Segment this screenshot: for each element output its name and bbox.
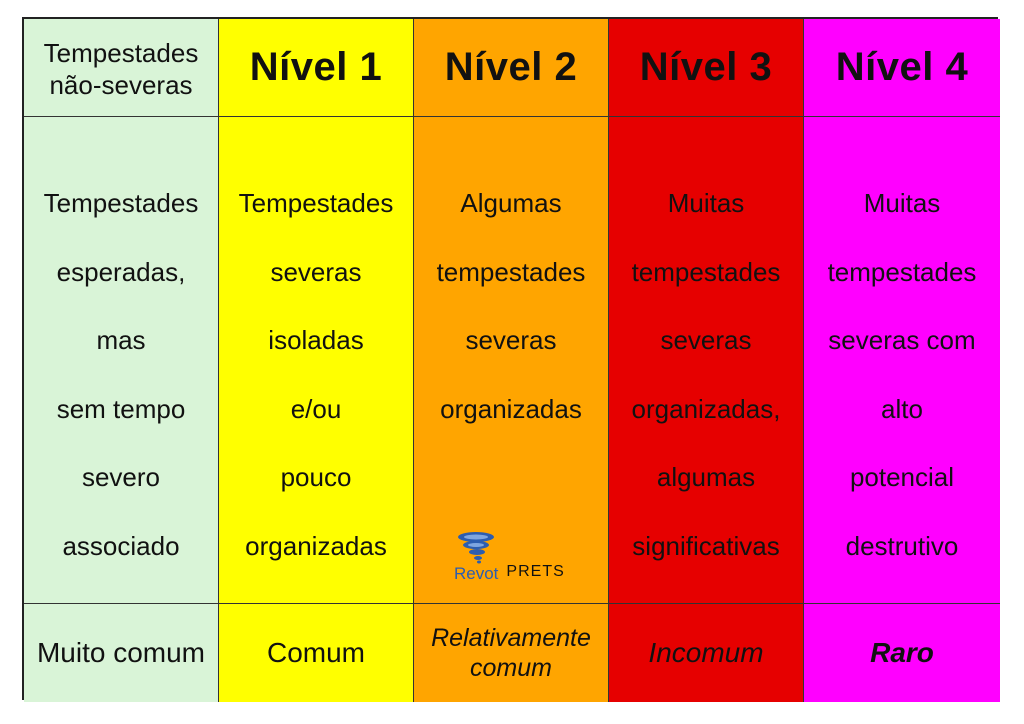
description-line: severas: [270, 256, 362, 287]
frequency-level-4: Raro: [804, 604, 1000, 702]
revot-logo-text: Revot: [454, 564, 499, 583]
header-level-4: Nível 4: [804, 19, 1000, 117]
header-level-3: Nível 3: [609, 19, 804, 117]
description-line: tempestades: [436, 256, 586, 287]
description-level-4: Muitas tempestades severas com alto pote…: [804, 117, 1000, 604]
frequency-level-1: Comum: [219, 604, 414, 702]
description-line: organizadas: [245, 530, 387, 561]
revot-logo: Revot: [454, 531, 498, 583]
description-line: algumas: [656, 462, 756, 492]
description-line: Muitas: [863, 188, 941, 218]
description-line: significativas: [632, 530, 780, 561]
header-level-1: Nível 1: [219, 19, 414, 117]
description-level-3: Muitas tempestades severas organizadas, …: [609, 117, 804, 604]
header-level-2: Nível 2: [414, 19, 609, 117]
prets-logo-text: PRETS: [506, 563, 565, 580]
description-line: severas com: [828, 325, 976, 355]
description-line: Tempestades: [43, 188, 199, 218]
description-line: mas: [96, 325, 146, 355]
header-non-severe: Tempestades não-severas: [24, 19, 219, 117]
frequency-level-2-line-2: comum: [470, 654, 552, 682]
description-line: associado: [62, 530, 180, 561]
logos: Revot PRETS: [454, 531, 565, 583]
description-line: severas: [465, 325, 557, 355]
description-level-1: Tempestades severas isoladas e/ou pouco …: [219, 117, 414, 604]
storm-levels-table: Tempestades não-severas Nível 1 Nível 2 …: [22, 17, 1000, 702]
description-line: Muitas: [667, 188, 745, 218]
frequency-level-2-line-1: Relativamente: [431, 624, 591, 652]
description-line: Algumas: [460, 188, 562, 218]
frequency-level-2: Relativamente comum: [414, 604, 609, 702]
description-line: e/ou: [290, 393, 342, 424]
description-line: destrutivo: [845, 530, 959, 561]
description-line: potencial: [849, 462, 955, 492]
description-non-severe: Tempestades esperadas, mas sem tempo sev…: [24, 117, 219, 604]
frequency-level-3: Incomum: [609, 604, 804, 702]
description-line: tempestades: [631, 256, 781, 287]
frequency-non-severe: Muito comum: [24, 604, 219, 702]
description-line: isoladas: [268, 325, 364, 355]
description-line: organizadas: [440, 393, 582, 424]
description-line: organizadas,: [631, 393, 781, 424]
description-line: severas: [660, 325, 752, 355]
description-line: severo: [81, 462, 161, 492]
description-level-2: Algumas tempestades severas organizadas …: [414, 117, 609, 604]
description-line: sem tempo: [56, 393, 186, 424]
description-line: alto: [881, 393, 923, 424]
description-line: pouco: [280, 462, 352, 492]
description-line: tempestades: [827, 256, 977, 287]
header-non-severe-line-1: Tempestades: [43, 37, 199, 68]
description-line: Tempestades: [238, 188, 394, 218]
header-non-severe-line-2: não-severas: [49, 69, 193, 100]
tornado-icon: [458, 532, 495, 564]
description-line: esperadas,: [56, 256, 186, 287]
